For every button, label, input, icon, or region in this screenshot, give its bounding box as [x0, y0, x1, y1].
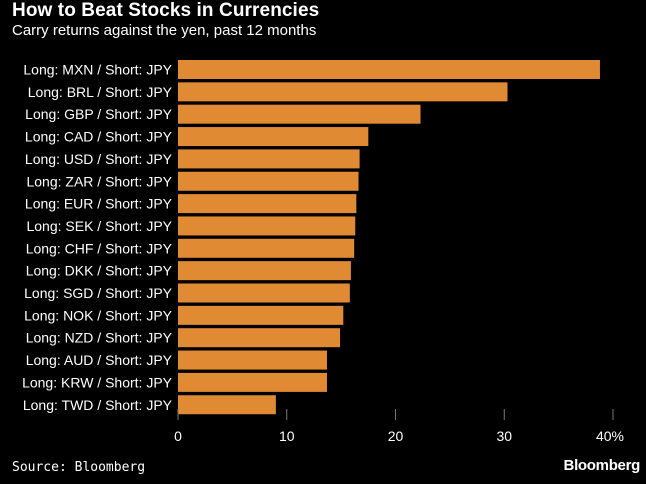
category-label-12: Long: NZD / Short: JPY: [26, 330, 173, 346]
category-label-2: Long: GBP / Short: JPY: [25, 106, 172, 122]
bar-1: [178, 82, 508, 102]
category-label-0: Long: MXN / Short: JPY: [23, 62, 172, 78]
bar-10: [178, 283, 350, 303]
bars-group: [178, 60, 600, 415]
category-label-8: Long: CHF / Short: JPY: [26, 240, 173, 256]
bloomberg-logo: Bloomberg: [563, 457, 641, 474]
category-labels-group: Long: MXN / Short: JPY Long: BRL / Short:…: [22, 62, 173, 413]
category-label-13: Long: AUD / Short: JPY: [26, 352, 173, 368]
category-label-14: Long: KRW / Short: JPY: [22, 374, 173, 390]
x-axis: 0 10 20 30 40%: [174, 409, 624, 444]
bar-9: [178, 261, 351, 281]
bar-4: [178, 149, 360, 169]
bar-6: [178, 194, 357, 214]
category-label-5: Long: ZAR / Short: JPY: [26, 173, 172, 189]
x-tick-label-4: 40%: [596, 428, 624, 444]
category-label-9: Long: DKK / Short: JPY: [26, 263, 173, 279]
category-label-6: Long: EUR / Short: JPY: [25, 196, 173, 212]
chart-title: How to Beat Stocks in Currencies: [12, 0, 320, 21]
source-note: Source: Bloomberg: [12, 460, 146, 475]
category-label-10: Long: SGD / Short: JPY: [24, 285, 173, 301]
category-label-15: Long: TWD / Short: JPY: [23, 397, 173, 413]
category-label-4: Long: USD / Short: JPY: [25, 151, 173, 167]
category-label-3: Long: CAD / Short: JPY: [25, 129, 173, 145]
chart-subtitle: Carry returns against the yen, past 12 m…: [12, 22, 317, 39]
bar-3: [178, 127, 369, 147]
bar-15: [178, 395, 276, 415]
category-label-1: Long: BRL / Short: JPY: [28, 84, 173, 100]
x-tick-label-3: 30: [496, 428, 512, 444]
category-label-11: Long: NOK / Short: JPY: [24, 307, 173, 323]
bar-14: [178, 372, 327, 392]
category-label-7: Long: SEK / Short: JPY: [26, 218, 172, 234]
bar-8: [178, 238, 355, 258]
x-tick-label-0: 0: [174, 428, 182, 444]
x-tick-label-2: 20: [388, 428, 404, 444]
x-tick-label-1: 10: [279, 428, 295, 444]
bar-0: [178, 60, 600, 79]
bar-2: [178, 104, 421, 124]
bar-11: [178, 305, 344, 325]
bar-13: [178, 350, 327, 370]
bar-5: [178, 171, 359, 191]
bar-7: [178, 216, 356, 236]
bar-12: [178, 328, 341, 348]
